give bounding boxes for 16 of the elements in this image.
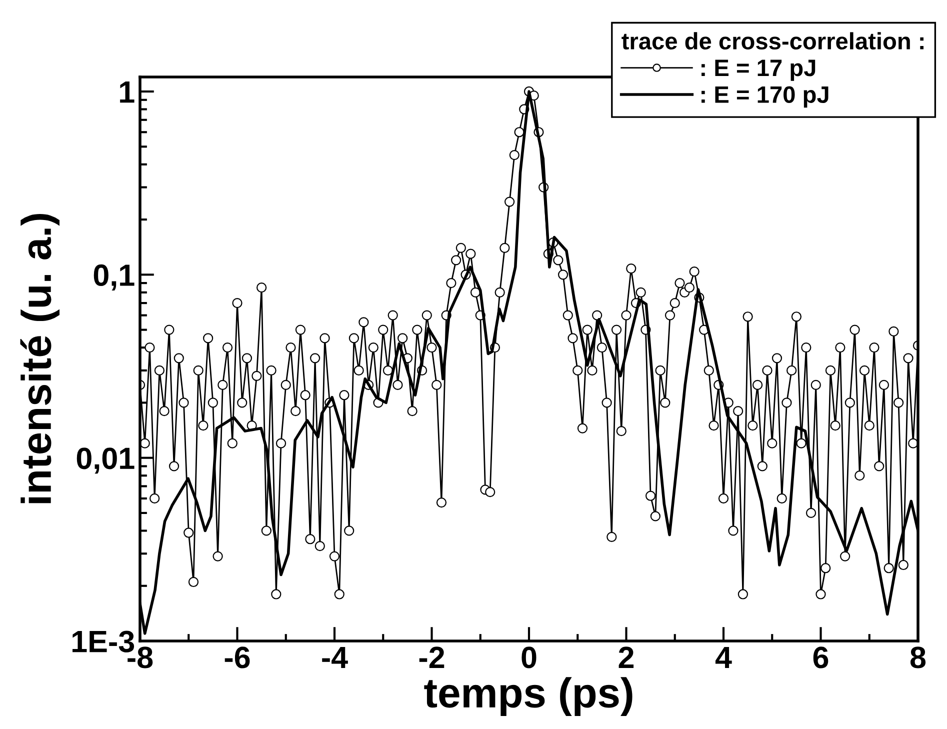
x-tick-label: 2: [618, 646, 634, 668]
y-axis-title: intensité (u. a.): [20, 214, 60, 504]
y-tick-label: 0,1: [94, 264, 134, 290]
legend-label: : E = 170 pJ: [702, 86, 828, 108]
legend-label: : E = 17 pJ: [702, 60, 816, 81]
legend-title: trace de cross-correlation :: [622, 32, 924, 50]
x-tick-label: -6: [224, 646, 250, 668]
x-tick-label: 0: [522, 646, 536, 668]
x-tick-label: -4: [322, 646, 348, 668]
x-tick-label: 8: [910, 646, 926, 668]
x-tick-label: 4: [715, 646, 732, 668]
x-tick-label: -2: [419, 646, 444, 668]
y-tick-label: 1: [120, 82, 134, 103]
y-tick-label: 0,01: [76, 448, 134, 474]
x-tick-label: 6: [813, 646, 828, 668]
x-axis-title: temps (ps): [424, 677, 632, 716]
